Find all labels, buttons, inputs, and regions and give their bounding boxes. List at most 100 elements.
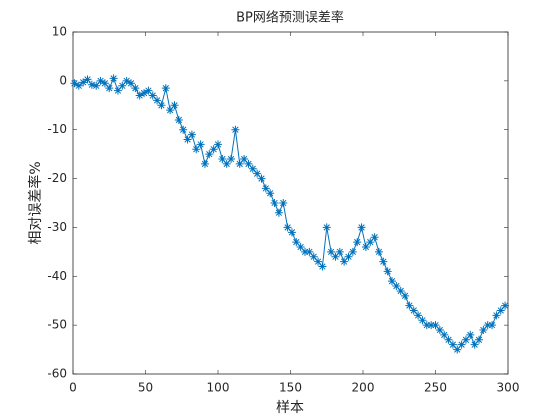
star-marker [461,335,470,344]
star-marker [379,257,388,266]
star-marker [100,79,109,88]
y-tick-label: -20 [47,171,67,185]
star-marker [453,345,462,354]
star-marker [488,321,497,330]
star-marker [261,184,270,193]
y-tick-label: 0 [59,73,67,87]
star-marker [257,174,266,183]
star-marker [131,84,140,93]
x-tick-label: 0 [69,381,77,395]
star-marker [383,267,392,276]
x-tick-label: 150 [279,381,302,395]
star-marker [74,81,83,90]
star-marker [422,321,431,330]
star-marker [83,75,92,84]
star-marker [440,330,449,339]
star-marker [366,238,375,247]
star-marker [109,74,118,83]
star-marker [344,252,353,261]
star-marker [157,101,166,110]
x-tick-label: 300 [497,381,520,395]
star-marker [187,130,196,139]
star-marker [248,164,257,173]
star-marker [140,89,149,98]
star-marker [409,306,418,315]
star-marker [401,291,410,300]
star-marker [466,330,475,339]
star-marker [301,247,309,256]
star-marker [287,228,296,237]
star-marker [331,252,340,261]
star-marker [96,76,105,85]
star-marker [348,247,357,256]
star-marker [135,91,144,100]
star-marker [266,189,275,198]
star-marker [388,277,396,286]
star-marker [166,106,175,115]
x-tick-label: 50 [138,381,153,395]
star-marker [179,125,188,134]
x-axis-label: 样本 [276,400,304,416]
star-marker [218,155,227,164]
star-marker [231,125,240,134]
star-marker [396,286,405,295]
star-marker [174,115,183,124]
star-marker [274,208,283,217]
star-marker [270,199,279,207]
star-marker [87,80,96,89]
star-marker [357,223,366,232]
star-marker [309,252,318,261]
star-marker [314,257,323,266]
x-tick-label: 200 [352,381,375,395]
star-marker [227,155,236,164]
star-marker [431,321,440,330]
star-marker [414,311,423,320]
y-tick-label: -30 [47,220,67,234]
star-marker [340,257,349,266]
star-marker [279,199,288,207]
chart-title: BP网络预测误差率 [236,10,344,26]
star-marker [492,311,501,320]
star-marker [244,159,253,168]
star-marker [370,233,379,242]
star-marker [170,101,179,110]
star-marker [127,79,135,88]
star-marker [222,159,231,168]
star-marker [196,140,205,149]
y-tick-label: -10 [47,122,67,136]
star-marker [361,242,370,251]
star-marker [144,86,153,95]
star-marker [448,340,457,349]
star-marker [405,301,414,310]
star-marker [79,78,88,87]
star-marker [70,79,79,88]
star-marker [214,140,222,149]
star-marker [444,335,453,344]
star-marker [105,84,114,93]
star-marker [283,223,292,232]
y-tick-label: -60 [47,367,67,381]
star-marker [253,169,262,178]
star-marker [322,223,331,232]
star-marker [292,238,301,247]
star-marker [296,242,305,251]
star-marker [475,335,483,344]
y-tick-label: -50 [47,318,67,332]
star-marker [353,238,362,247]
star-marker [113,86,122,95]
star-marker [122,76,131,85]
y-axis-label: 相对误差率% [27,161,44,244]
star-marker [240,155,249,164]
star-marker [161,84,170,93]
star-marker [496,306,505,315]
star-marker [479,326,488,335]
star-marker [235,159,244,168]
star-marker [501,301,510,310]
star-marker [205,150,214,159]
star-marker [305,247,314,256]
star-marker [200,159,209,168]
star-marker [435,326,444,335]
star-marker [427,321,436,330]
star-marker [153,96,162,105]
